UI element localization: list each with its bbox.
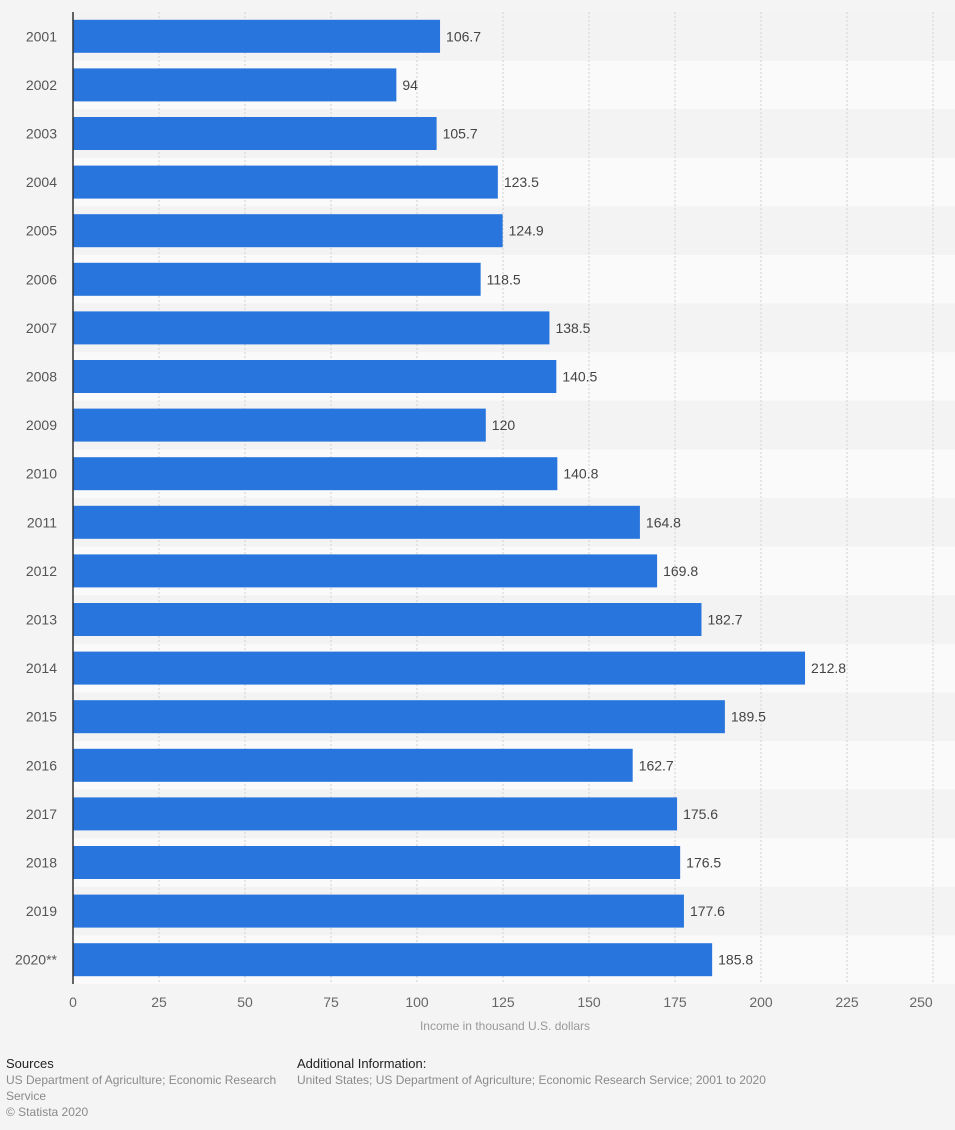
additional-info-section: Additional Information: United States; U… [297,1056,937,1088]
value-label: 169.8 [663,563,698,579]
value-label: 164.8 [646,514,681,530]
x-tick-labels: 0 25 50 75 100 125 150 175 200 225 250 [69,994,933,1010]
category-label: 2007 [26,320,57,336]
x-tick-label: 250 [909,994,933,1010]
value-label: 177.6 [690,903,725,919]
value-label: 138.5 [555,320,590,336]
category-labels: 2001 2002 2003 2004 2005 2006 2007 2008 2009 2010… [15,28,58,967]
sources-heading: Sources [6,1056,54,1071]
x-tick-label: 25 [151,994,167,1010]
category-label: 2020** [15,952,58,968]
value-label: 120 [492,417,516,433]
additional-info-text: United States; US Department of Agricult… [297,1073,766,1087]
row-stripes [73,12,955,984]
bar[interactable] [73,117,437,150]
value-label: 212.8 [811,660,846,676]
category-label: 2011 [27,514,57,530]
value-label: 118.5 [487,271,521,287]
value-label: 94 [402,77,418,93]
value-label: 140.5 [562,369,597,385]
category-label: 2002 [26,77,57,93]
value-labels: 106.7 94 105.7 123.5 124.9 118.5 138.5 140.5 120… [402,28,846,967]
category-label: 2005 [26,223,57,239]
bar[interactable] [73,457,558,491]
sources-text: US Department of Agriculture; Economic R… [6,1073,277,1103]
x-tick-label: 75 [323,994,339,1010]
x-axis-title: Income in thousand U.S. dollars [420,1019,590,1033]
category-label: 2008 [26,369,57,385]
value-label: 106.7 [446,28,481,44]
bar[interactable] [73,408,486,442]
category-label: 2012 [26,563,57,579]
x-tick-label: 50 [237,994,253,1010]
value-label: 124.9 [509,223,544,239]
bar[interactable] [73,262,481,296]
value-label: 185.8 [718,952,753,968]
bar[interactable] [73,554,658,588]
x-tick-label: 225 [835,994,859,1010]
value-label: 175.6 [683,806,718,822]
value-label: 105.7 [443,126,478,142]
bar[interactable] [73,68,397,102]
x-tick-label: 125 [491,994,515,1010]
bar[interactable] [73,748,633,782]
value-label: 140.8 [563,466,598,482]
value-label: 162.7 [639,757,674,773]
bar[interactable] [73,846,681,879]
value-label: 123.5 [504,174,539,190]
category-label: 2010 [26,466,57,482]
x-tick-label: 0 [69,994,77,1010]
category-label: 2004 [26,174,57,190]
bar[interactable] [73,700,725,734]
bar[interactable] [73,19,441,53]
bar[interactable] [73,505,640,539]
x-tick-label: 175 [663,994,687,1010]
x-tick-label: 150 [577,994,601,1010]
category-label: 2017 [26,806,57,822]
bar[interactable] [73,943,713,977]
bar-chart: 106.7 94 105.7 123.5 124.9 118.5 138.5 140.5 120… [14,12,955,1033]
value-label: 176.5 [686,855,721,871]
x-tick-label: 200 [749,994,773,1010]
additional-info-heading: Additional Information: [297,1056,427,1071]
bar[interactable] [73,797,678,831]
category-label: 2016 [26,757,57,773]
bars [73,19,806,977]
category-label: 2003 [26,126,57,142]
bar[interactable] [73,311,550,345]
category-label: 2018 [26,855,57,871]
bar[interactable] [73,894,684,928]
category-label: 2009 [26,417,57,433]
category-label: 2019 [26,903,57,919]
bar[interactable] [73,651,806,685]
category-label: 2006 [26,271,57,287]
bar[interactable] [73,165,498,199]
category-label: 2014 [26,660,57,676]
bar[interactable] [73,214,503,248]
bar[interactable] [73,603,702,636]
bar[interactable] [73,360,557,393]
category-label: 2001 [26,28,57,44]
value-label: 182.7 [707,612,742,628]
x-tick-label: 100 [405,994,429,1010]
copyright-text: © Statista 2020 [6,1105,89,1119]
category-label: 2013 [26,612,57,628]
category-label: 2015 [26,709,57,725]
value-label: 189.5 [731,709,766,725]
sources-section: Sources US Department of Agriculture; Ec… [6,1056,291,1120]
